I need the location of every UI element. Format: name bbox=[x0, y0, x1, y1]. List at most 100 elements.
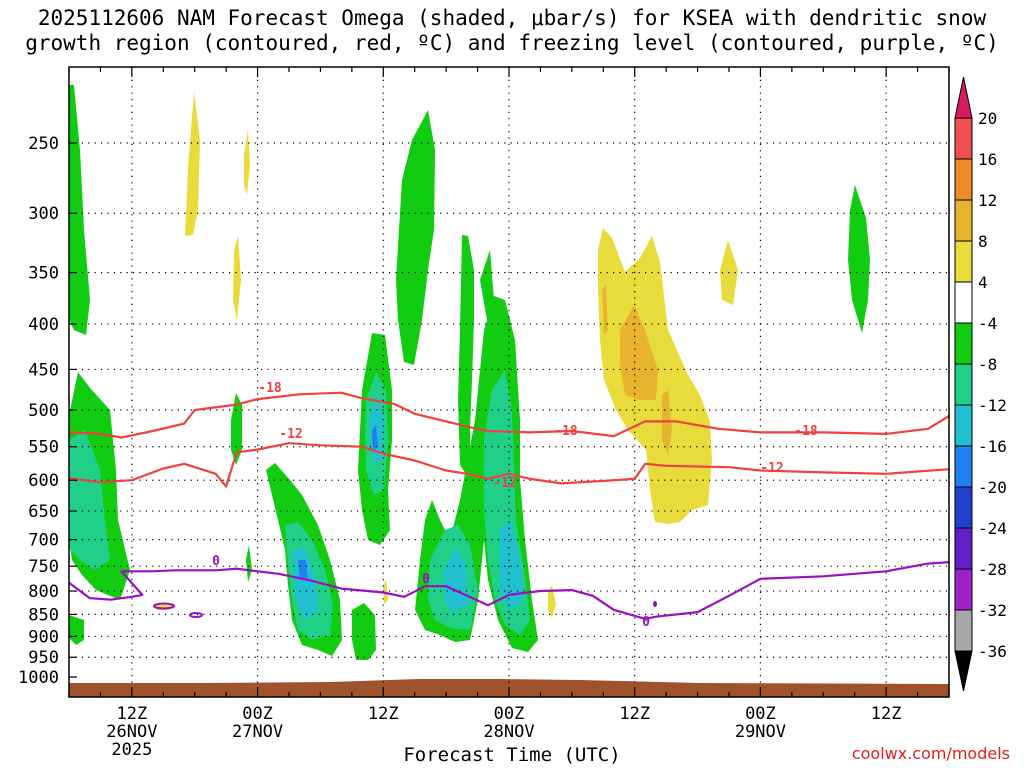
x-year-label-6: 2025 bbox=[111, 740, 152, 760]
omega-region-19 bbox=[396, 110, 435, 365]
colorbar-label-5: -4 bbox=[978, 314, 997, 333]
colorbar-segment-10 bbox=[954, 527, 973, 570]
y-tick-label-850: 850 bbox=[28, 605, 59, 625]
dgz-minus18-contour bbox=[69, 391, 949, 439]
x-tick-label-66: 00Z bbox=[745, 704, 776, 724]
red-contour-label-0: -18 bbox=[258, 381, 282, 396]
freezing-level-contour bbox=[69, 561, 949, 620]
omega-region-0 bbox=[69, 85, 90, 335]
purple-contour-label-0: 0 bbox=[212, 554, 220, 569]
omega-region-27 bbox=[548, 585, 556, 618]
colorbar-segment-2 bbox=[954, 199, 973, 242]
purple-contour-label-2: 0 bbox=[642, 615, 650, 630]
omega-region-33 bbox=[848, 185, 870, 333]
red-contour-label-3: -12 bbox=[493, 476, 516, 491]
colorbar-label-0: 20 bbox=[978, 109, 997, 128]
colorbar-top-arrow bbox=[954, 76, 973, 119]
omega-region-11 bbox=[298, 560, 308, 580]
colorbar-label-12: -32 bbox=[978, 601, 1007, 620]
omega-region-17 bbox=[372, 425, 378, 452]
y-tick-label-250: 250 bbox=[28, 134, 59, 154]
omega-region-6 bbox=[244, 130, 250, 195]
colorbar-segment-9 bbox=[954, 486, 973, 529]
red-contour-label-1: -12 bbox=[279, 427, 302, 442]
colorbar-segment-6 bbox=[954, 363, 973, 406]
colorbar-segment-11 bbox=[954, 568, 973, 611]
x-tick-label-30: 12Z bbox=[368, 704, 399, 724]
colorbar-segment-4 bbox=[954, 281, 973, 324]
credit-link[interactable]: coolwx.com/models bbox=[851, 744, 1010, 763]
contour-lines: -18 -12 -18 -12 -18 -12 0 0 0 bbox=[69, 381, 949, 630]
y-tick-label-500: 500 bbox=[28, 401, 59, 421]
omega-region-10 bbox=[292, 548, 318, 620]
colorbar-label-7: -12 bbox=[978, 396, 1007, 415]
red-contour-label-4: -18 bbox=[794, 424, 818, 439]
freezing-loop-1 bbox=[153, 602, 175, 610]
x-tick-label-42: 00Z bbox=[494, 704, 525, 724]
colorbar-label-4: 4 bbox=[978, 273, 988, 292]
colorbar-label-1: 16 bbox=[978, 150, 997, 169]
colorbar-label-2: 12 bbox=[978, 191, 997, 210]
x-tick-label-18: 00Z bbox=[242, 704, 273, 724]
y-tick-label-600: 600 bbox=[28, 471, 59, 491]
omega-region-3 bbox=[69, 615, 84, 645]
colorbar-label-10: -24 bbox=[978, 519, 1007, 538]
colorbar-label-8: -16 bbox=[978, 437, 1007, 456]
omega-region-7 bbox=[231, 393, 242, 465]
colorbar-segment-12 bbox=[954, 609, 973, 652]
colorbar-label-3: 8 bbox=[978, 232, 988, 251]
red-contour-label-2: -18 bbox=[554, 424, 578, 439]
y-tick-label-900: 900 bbox=[28, 627, 59, 647]
omega-region-26 bbox=[500, 520, 524, 610]
y-tick-label-950: 950 bbox=[28, 648, 59, 668]
colorbar-label-13: -36 bbox=[978, 642, 1007, 661]
x-tick-label-6: 12Z bbox=[116, 704, 147, 724]
y-tick-label-750: 750 bbox=[28, 557, 59, 577]
x-tick-label-78: 12Z bbox=[871, 704, 902, 724]
title-line-1: 2025112606 NAM Forecast Omega (shaded, μ… bbox=[37, 6, 987, 30]
colorbar-segment-5 bbox=[954, 322, 973, 365]
y-tick-label-450: 450 bbox=[28, 360, 59, 380]
colorbar-segment-7 bbox=[954, 404, 973, 447]
colorbar-segment-0 bbox=[954, 117, 973, 160]
colorbar-segment-1 bbox=[954, 158, 973, 201]
y-tick-label-650: 650 bbox=[28, 502, 59, 522]
freezing-loop-2 bbox=[189, 612, 203, 618]
y-tick-label-800: 800 bbox=[28, 582, 59, 602]
omega-region-20 bbox=[458, 235, 474, 480]
colorbar: 20 16 12 8 4 -4 -8 -12 -16 -20 -24 -28 -32 -36 bbox=[954, 76, 1007, 692]
x-tick-label-54: 12Z bbox=[619, 704, 650, 724]
x-axis-title: Forecast Time (UTC) bbox=[403, 744, 621, 766]
y-tick-label-550: 550 bbox=[28, 438, 59, 458]
chart-title: 2025112606 NAM Forecast Omega (shaded, μ… bbox=[0, 6, 1024, 56]
colorbar-label-9: -20 bbox=[978, 478, 1007, 497]
dgz-minus12-contour bbox=[69, 442, 949, 488]
colorbar-label-11: -28 bbox=[978, 560, 1007, 579]
omega-region-4 bbox=[185, 92, 200, 236]
y-tick-label-1000: 1000 bbox=[18, 668, 59, 688]
colorbar-label-6: -8 bbox=[978, 355, 997, 374]
purple-contour-label-1: 0 bbox=[422, 572, 430, 587]
title-line-2: growth region (contoured, red, ºC) and f… bbox=[25, 31, 999, 55]
y-tick-label-700: 700 bbox=[28, 531, 59, 551]
x-date-label-42: 28NOV bbox=[483, 722, 534, 742]
colorbar-segment-3 bbox=[954, 240, 973, 283]
colorbar-bottom-arrow bbox=[954, 650, 973, 692]
omega-region-31 bbox=[602, 285, 608, 335]
freezing-loop-3 bbox=[653, 601, 657, 607]
omega-region-29 bbox=[620, 305, 658, 400]
x-date-label-66: 29NOV bbox=[735, 722, 786, 742]
y-tick-label-300: 300 bbox=[28, 204, 59, 224]
omega-region-12 bbox=[246, 545, 252, 582]
colorbar-segment-8 bbox=[954, 445, 973, 488]
y-tick-label-400: 400 bbox=[28, 315, 59, 335]
omega-region-2 bbox=[69, 430, 110, 570]
x-date-label-18: 27NOV bbox=[232, 722, 283, 742]
y-tick-label-350: 350 bbox=[28, 264, 59, 284]
omega-region-5 bbox=[233, 236, 241, 320]
x-date-label-6: 26NOV bbox=[106, 722, 157, 742]
omega-region-13 bbox=[352, 603, 376, 660]
omega-region-25 bbox=[444, 548, 468, 612]
